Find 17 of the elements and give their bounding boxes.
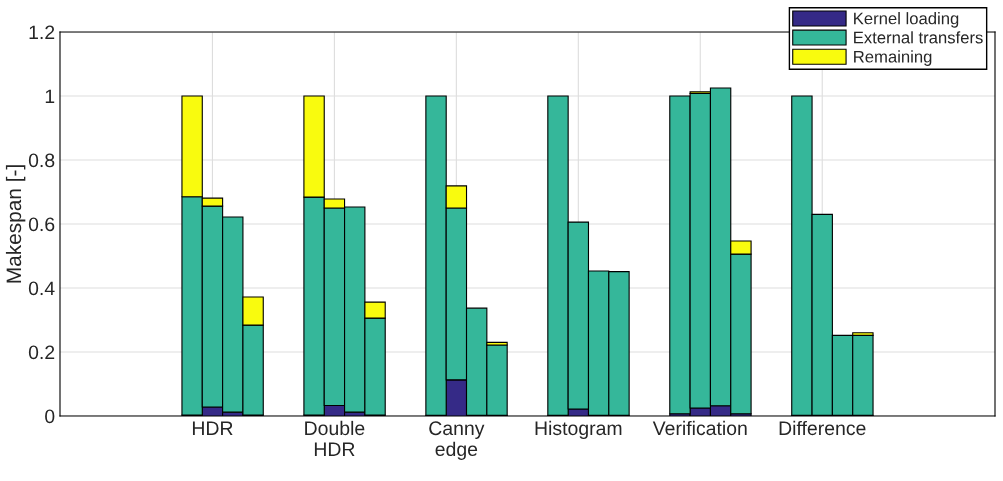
y-tick-label: 1.2 [29,25,55,40]
x-tick-label: Histogram [535,420,622,439]
x-tick-label: Difference [779,420,866,436]
y-tick-label: 0.8 [28,153,55,168]
y-tick-label: 0.4 [28,281,55,296]
y-tick-label: 0.2 [28,345,55,360]
legend-label: External transfers [854,31,983,44]
y-axis-title: Makespan [-] [5,165,26,283]
y-tick-label: 0 [45,409,55,424]
y-tick-label: 0.6 [28,217,55,232]
x-tick-label: Double HDR [305,420,365,456]
x-tick-label: Verification [652,420,747,436]
y-tick-label: 1 [45,89,55,104]
x-tick-label: Canny edge [429,421,485,460]
legend-label: Remaining [854,50,932,66]
x-tick-label: HDR [192,421,233,435]
legend-label: Kernel loading [854,12,959,28]
